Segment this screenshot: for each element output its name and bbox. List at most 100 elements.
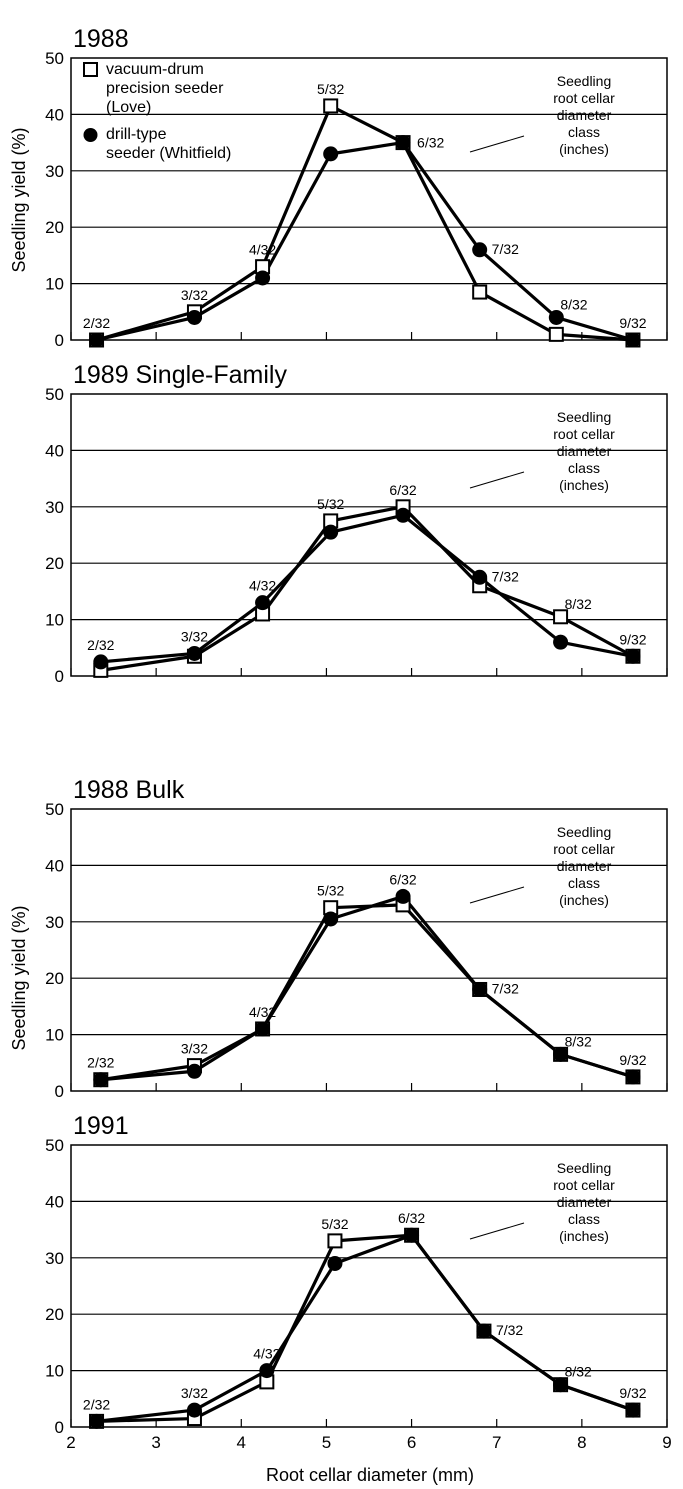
- y-tick-label: 30: [45, 913, 64, 932]
- point-label: 4/32: [249, 1004, 276, 1020]
- filled-circle-marker: [625, 1069, 641, 1085]
- filled-circle-marker: [255, 1021, 271, 1037]
- point-label: 5/32: [321, 1216, 348, 1232]
- annotation-text: diameter: [557, 107, 612, 123]
- y-tick-label: 20: [45, 969, 64, 988]
- x-tick-label: 3: [151, 1433, 160, 1452]
- annotation-text: diameter: [557, 443, 612, 459]
- point-label: 6/32: [389, 482, 416, 498]
- panel-title: 1991: [73, 1112, 129, 1140]
- point-label: 7/32: [492, 568, 519, 584]
- filled-circle-marker: [472, 981, 488, 997]
- annotation-text: root cellar: [553, 1177, 615, 1193]
- point-label: 7/32: [492, 980, 519, 996]
- open-square-marker: [548, 326, 564, 342]
- filled-circle-marker: [255, 270, 271, 286]
- chart-panel: 1989 Single-Family 0 10 20 30 40 50 2/32 3/32 4/3…: [45, 361, 668, 686]
- y-tick-label: 10: [45, 1362, 64, 1381]
- y-tick-label: 20: [45, 218, 64, 237]
- panel-title: 1988 Bulk: [73, 776, 185, 804]
- point-label: 4/32: [249, 578, 276, 594]
- point-label: 9/32: [619, 631, 646, 647]
- point-label: 4/32: [249, 242, 276, 258]
- y-tick-label: 50: [45, 49, 64, 68]
- x-tick-label: 2: [66, 1433, 75, 1452]
- y-tick-label: 30: [45, 1249, 64, 1268]
- chart-panels: 1988010203040502/323/324/325/326/327/328…: [45, 25, 672, 1452]
- point-label: 6/32: [417, 135, 444, 151]
- point-label: 2/32: [83, 1396, 110, 1412]
- y-tick-label: 0: [55, 1418, 64, 1437]
- y-tick-label: 30: [45, 498, 64, 517]
- filled-circle-marker: [255, 595, 271, 611]
- series-line: [96, 104, 634, 342]
- filled-circle-marker: [625, 332, 641, 348]
- point-label: 7/32: [496, 1322, 523, 1338]
- panel-title: 1989 Single-Family: [73, 361, 287, 389]
- filled-circle-marker: [327, 1255, 343, 1271]
- annotation-text: root cellar: [553, 90, 615, 106]
- point-label: 8/32: [565, 1033, 592, 1049]
- legend-label: precision seeder: [106, 80, 224, 97]
- annotation-text: diameter: [557, 858, 612, 874]
- filled-circle-marker: [553, 1377, 569, 1393]
- point-label: 9/32: [619, 1052, 646, 1068]
- filled-circle-marker: [186, 1063, 202, 1079]
- y-tick-label: 10: [45, 611, 64, 630]
- y-tick-label: 0: [55, 667, 64, 686]
- y-tick-label: 20: [45, 554, 64, 573]
- filled-circle-marker: [625, 648, 641, 664]
- annotation-leader: [469, 1222, 525, 1240]
- point-label: 9/32: [619, 315, 646, 331]
- legend-label: vacuum-drum: [106, 61, 204, 78]
- series-line: [96, 141, 634, 342]
- y-tick-label: 40: [45, 1192, 64, 1211]
- annotation-text: Seedling: [557, 409, 612, 425]
- point-label: 7/32: [492, 241, 519, 257]
- point-label: 4/32: [253, 1346, 280, 1362]
- plot-frame: [70, 393, 668, 677]
- filled-circle-marker: [259, 1363, 275, 1379]
- filled-circle-marker: [89, 332, 105, 348]
- series-line: [100, 513, 634, 664]
- annotation-text: Seedling: [557, 73, 612, 89]
- open-square-marker: [327, 1233, 343, 1249]
- filled-circle-marker: [395, 135, 411, 151]
- plot-frame: [70, 1144, 668, 1428]
- annotation-text: Seedling: [557, 824, 612, 840]
- filled-circle-marker: [395, 507, 411, 523]
- filled-circle-marker: [186, 309, 202, 325]
- legend-label: (Love): [106, 99, 151, 116]
- y-tick-label: 40: [45, 441, 64, 460]
- filled-circle-marker: [323, 911, 339, 927]
- legend-label: seeder (Whitfield): [106, 145, 231, 162]
- filled-circle-marker: [472, 242, 488, 258]
- annotation-text: class: [568, 124, 600, 140]
- filled-circle-marker: [553, 1046, 569, 1062]
- open-square-marker: [323, 98, 339, 114]
- point-label: 5/32: [317, 496, 344, 512]
- annotation-text: (inches): [559, 1228, 609, 1244]
- x-tick-label: 9: [662, 1433, 671, 1452]
- y-tick-label: 10: [45, 1026, 64, 1045]
- x-tick-label: 5: [322, 1433, 331, 1452]
- point-label: 8/32: [565, 1364, 592, 1380]
- filled-circle-marker: [625, 1402, 641, 1418]
- annotation-text: class: [568, 1211, 600, 1227]
- point-label: 5/32: [317, 883, 344, 899]
- y-tick-label: 30: [45, 162, 64, 181]
- panel-title: 1988: [73, 25, 129, 53]
- y-tick-label: 50: [45, 800, 64, 819]
- x-tick-label: 6: [407, 1433, 416, 1452]
- point-label: 3/32: [181, 287, 208, 303]
- series-line: [100, 505, 634, 672]
- chart-panel: 1991 0 10 20 30 40 50 2 3 4 5 6 7 8 9 2/32 3/32 4/32 5/32 6…: [45, 1112, 672, 1452]
- annotation-text: root cellar: [553, 841, 615, 857]
- filled-circle-marker: [548, 309, 564, 325]
- legend-open-square-icon: [83, 62, 98, 77]
- point-label: 5/32: [317, 81, 344, 97]
- point-label: 2/32: [83, 315, 110, 331]
- x-axis-label: Root cellar diameter (mm): [266, 1465, 474, 1485]
- filled-circle-marker: [476, 1323, 492, 1339]
